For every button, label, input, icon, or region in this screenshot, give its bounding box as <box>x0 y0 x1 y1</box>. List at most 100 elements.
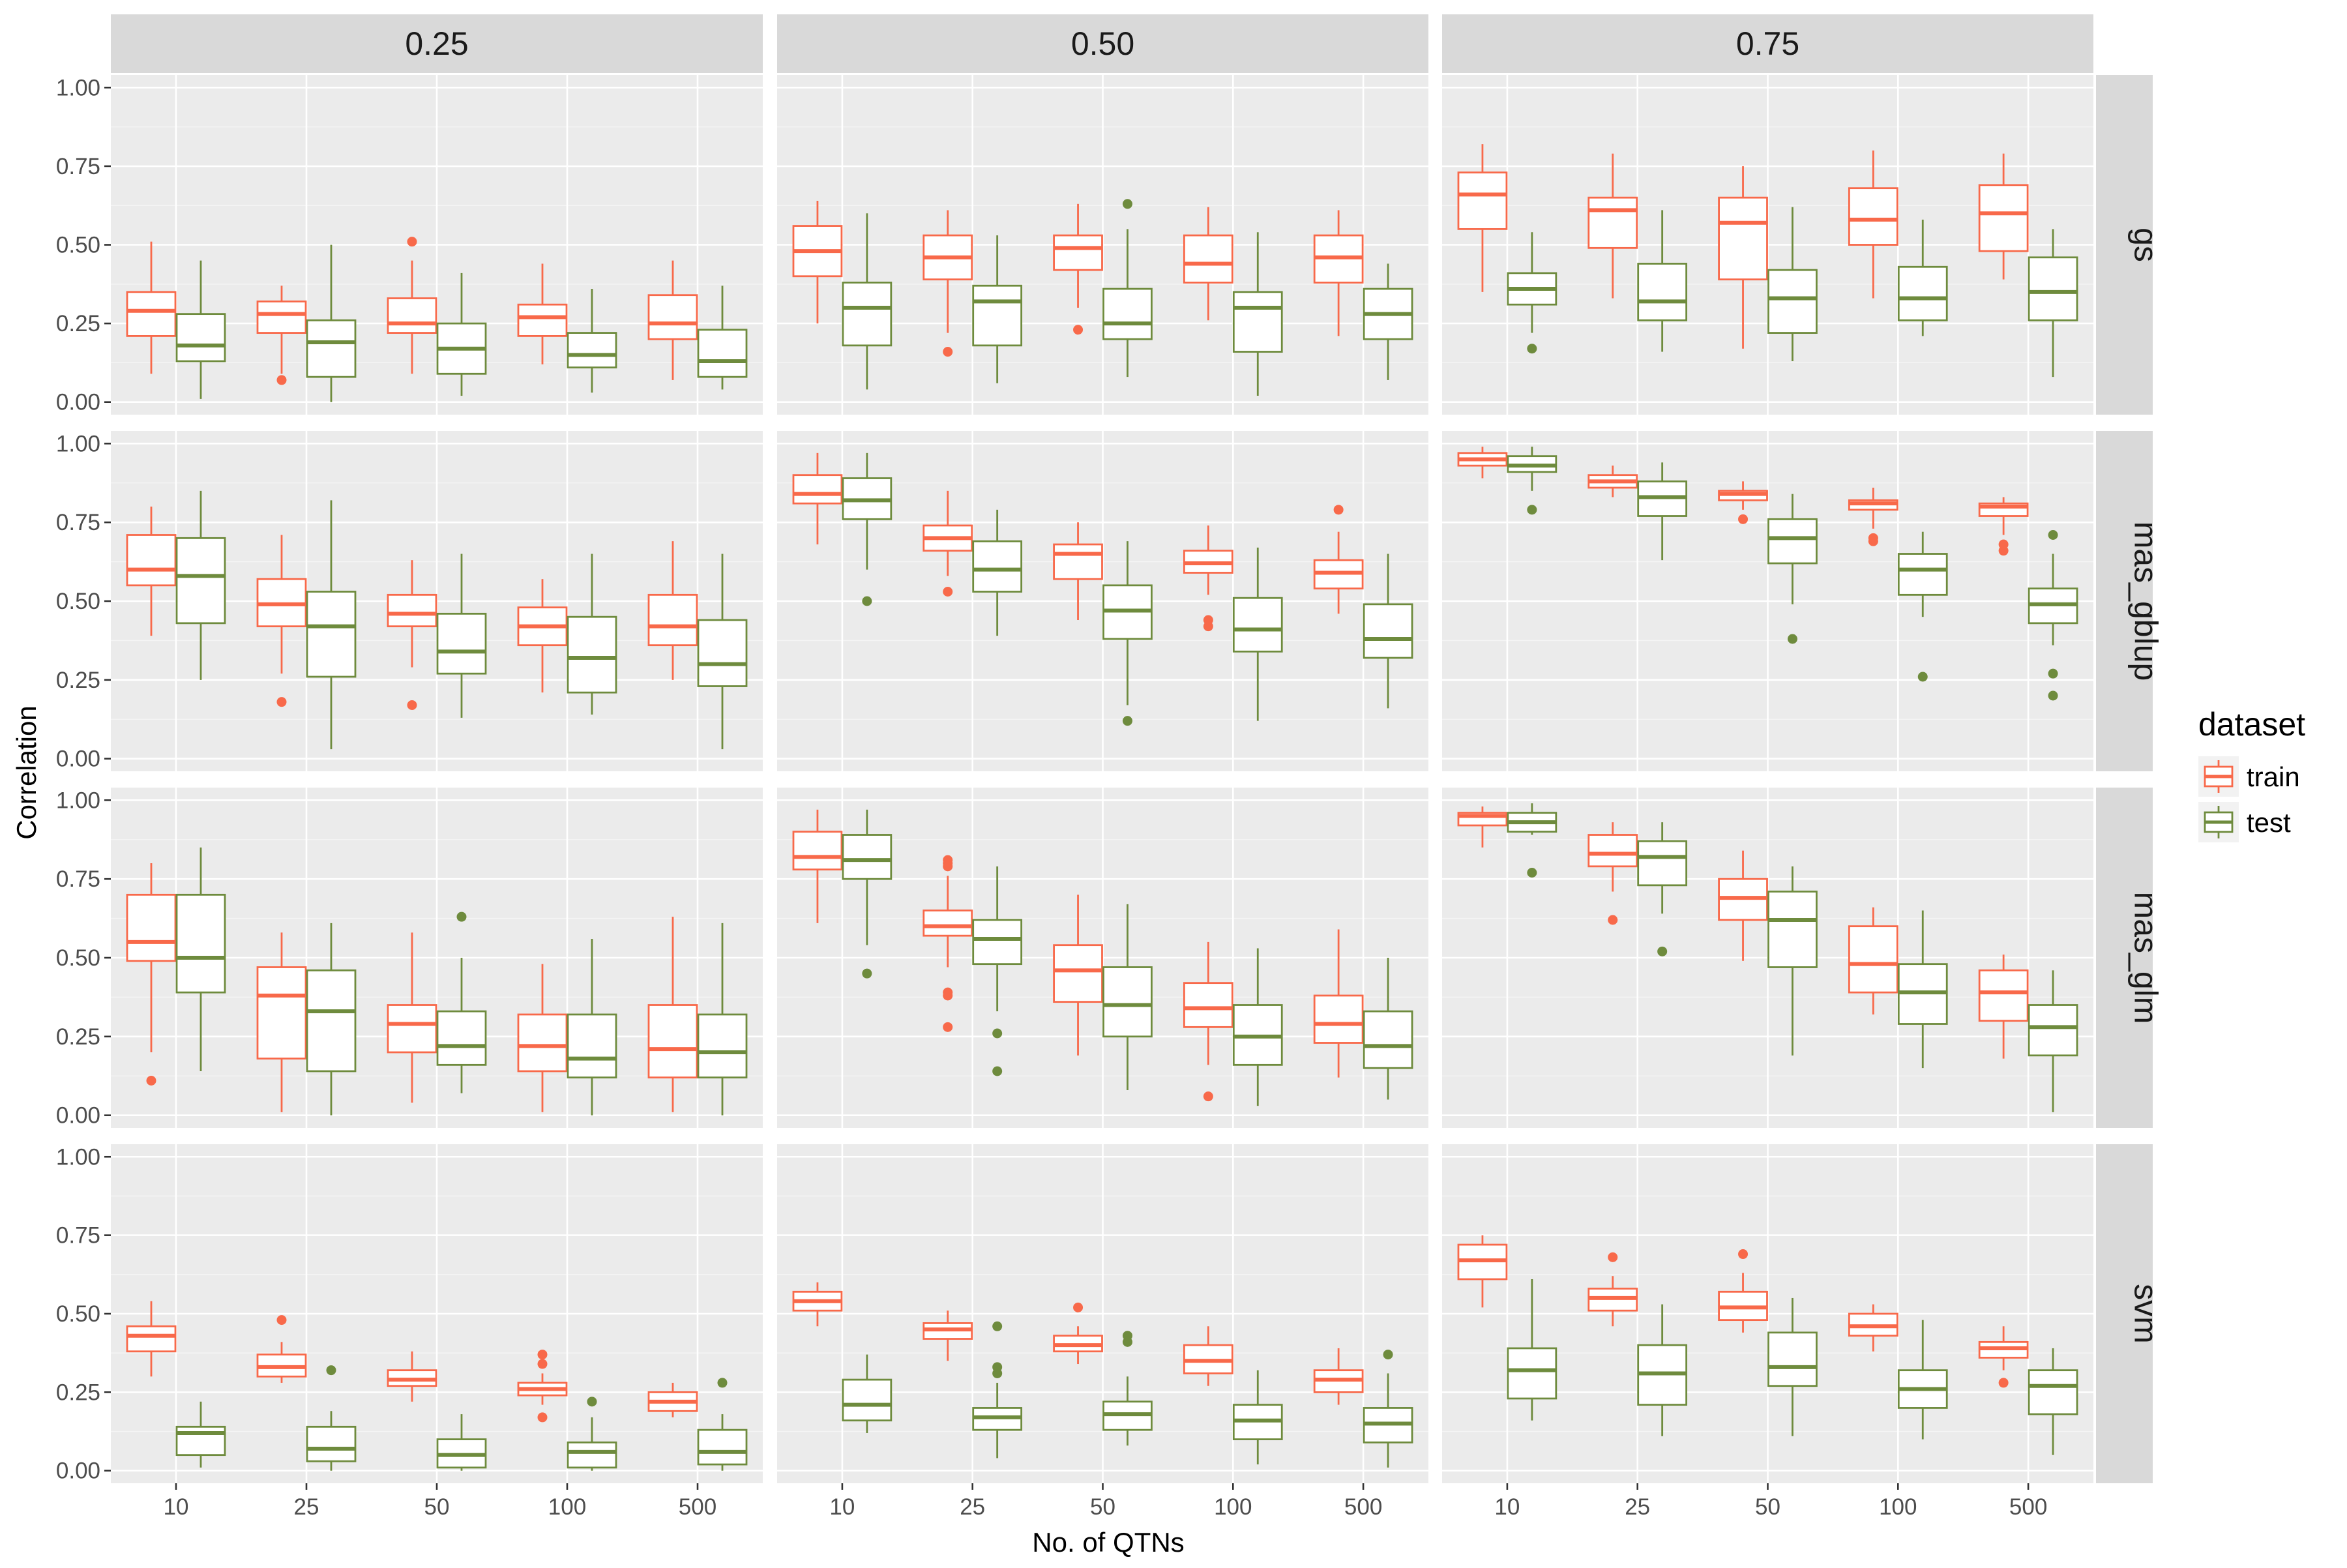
y-tick-label: 0.00 <box>56 390 100 415</box>
box-train-100 <box>517 1350 568 1423</box>
box-test-500 <box>2028 1348 2078 1455</box>
box-train-500 <box>1978 1326 2029 1388</box>
column-strip-background <box>1442 14 2093 73</box>
row-strip-label: mas_glm <box>2128 892 2164 1024</box>
y-tick-label: 0.25 <box>56 1380 100 1405</box>
box-test-50 <box>1102 1331 1153 1446</box>
x-tick-label: 25 <box>1625 1494 1650 1520</box>
iqr-box <box>647 294 698 340</box>
x-tick-label: 500 <box>1344 1494 1382 1520</box>
row-strip-background <box>2096 431 2153 771</box>
outlier-point <box>1998 1378 2009 1388</box>
box-test-25 <box>1637 210 1688 352</box>
outlier-point <box>943 987 953 998</box>
row-strip-label: svm <box>2128 1284 2164 1344</box>
box-test-10 <box>842 1354 893 1433</box>
box-test-100 <box>567 1397 617 1471</box>
box-test-25 <box>306 500 357 750</box>
box-test-500 <box>697 1378 748 1471</box>
outlier-point <box>2048 530 2058 540</box>
box-test-100 <box>1897 219 1948 336</box>
box-train-50 <box>387 237 437 374</box>
box-train-50 <box>1718 850 1768 961</box>
iqr-box <box>697 329 748 378</box>
panel-mas_gblup-0_75 <box>1442 431 2093 771</box>
y-tick-label: 0.25 <box>56 668 100 693</box>
outlier-point <box>943 1022 953 1032</box>
box-train-25 <box>256 535 307 707</box>
iqr-box <box>1587 834 1638 868</box>
box-test-25 <box>972 866 1023 1076</box>
box-test-10 <box>842 809 893 979</box>
box-test-10 <box>1507 232 1557 354</box>
x-tick-label: 25 <box>294 1494 319 1520</box>
box-train-500 <box>647 1382 698 1417</box>
outlier-point <box>1657 946 1668 956</box>
box-test-100 <box>1232 948 1283 1106</box>
iqr-box <box>1767 1331 1818 1387</box>
iqr-box <box>1767 269 1818 334</box>
box-train-100 <box>1183 525 1233 632</box>
box-train-25 <box>923 210 973 357</box>
iqr-box <box>1183 234 1233 284</box>
x-tick-label: 100 <box>548 1494 586 1520</box>
iqr-box <box>2028 1369 2078 1415</box>
iqr-box <box>567 1442 617 1469</box>
outlier-point <box>587 1397 597 1407</box>
iqr-box <box>972 919 1023 966</box>
x-tick-label: 500 <box>2009 1494 2047 1520</box>
x-tick-label: 25 <box>960 1494 985 1520</box>
panel-svm-0_25 <box>111 1144 763 1483</box>
box-train-25 <box>256 932 307 1112</box>
box-train-10 <box>792 452 843 544</box>
box-test-10 <box>175 260 226 399</box>
iqr-box <box>567 615 617 694</box>
iqr-box <box>1767 891 1818 968</box>
box-test-100 <box>1897 531 1948 682</box>
iqr-box <box>697 1428 748 1466</box>
outlier-point <box>1998 539 2009 550</box>
iqr-box <box>126 534 177 587</box>
iqr-box <box>697 619 748 687</box>
box-test-500 <box>697 554 748 750</box>
row-strip-background <box>2096 1144 2153 1483</box>
outlier-point <box>943 855 953 865</box>
box-train-10 <box>792 200 843 324</box>
box-train-50 <box>387 560 437 710</box>
panel-gs-0_50 <box>777 75 1428 415</box>
box-train-500 <box>1313 1348 1364 1405</box>
legend-entry-train: train <box>2198 756 2300 797</box>
iqr-box <box>175 537 226 625</box>
outlier-point <box>717 1378 728 1388</box>
panel-mas_glm-0_75 <box>1442 788 2093 1128</box>
box-test-100 <box>1232 1370 1283 1465</box>
box-train-25 <box>1587 1252 1638 1327</box>
outlier-point <box>1122 1331 1132 1341</box>
outlier-point <box>1073 1302 1084 1312</box>
outlier-point <box>537 1350 548 1360</box>
x-tick-label: 100 <box>1879 1494 1917 1520</box>
box-train-25 <box>256 1315 307 1383</box>
iqr-box <box>306 591 357 678</box>
panel-mas_glm-0_25 <box>111 788 763 1128</box>
row-strip-label: mas_gblup <box>2128 522 2164 681</box>
box-test-25 <box>972 509 1023 636</box>
x-tick-label: 50 <box>424 1494 450 1520</box>
outlier-point <box>326 1365 336 1376</box>
iqr-box <box>1183 982 1233 1028</box>
box-test-25 <box>1637 1304 1688 1436</box>
iqr-box <box>126 291 177 337</box>
iqr-box <box>1637 840 1688 887</box>
iqr-box <box>306 1425 357 1462</box>
iqr-box <box>1457 171 1508 230</box>
box-test-25 <box>972 1321 1023 1458</box>
box-train-50 <box>1053 1302 1103 1365</box>
box-train-10 <box>792 1282 843 1327</box>
box-train-100 <box>517 579 568 693</box>
column-strip-background <box>111 14 763 73</box>
box-test-50 <box>1767 494 1818 644</box>
panel-gs-0_75 <box>1442 75 2093 415</box>
box-test-100 <box>1232 547 1283 721</box>
y-tick-label: 1.00 <box>56 431 100 456</box>
outlier-point <box>2048 690 2058 701</box>
